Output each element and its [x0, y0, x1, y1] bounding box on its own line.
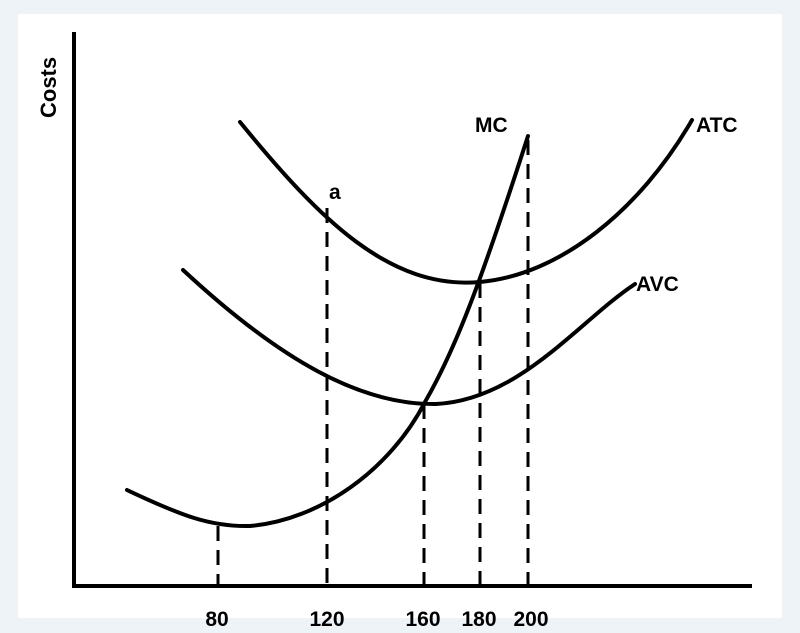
series-label-avc: AVC [636, 273, 679, 296]
series-label-mc: MC [475, 114, 508, 137]
series-line-mc [125, 134, 530, 529]
x-tick-label-200: 200 [513, 608, 548, 631]
x-tick-label-180: 180 [461, 608, 496, 631]
chart-panel [18, 14, 782, 618]
x-tick-label-160: 160 [405, 608, 440, 631]
x-tick-labels: 80 120 160 180 200 [205, 608, 548, 631]
annotation-a: a [329, 181, 341, 204]
series-line-atc [238, 118, 694, 285]
x-tick-label-80: 80 [205, 608, 228, 631]
y-axis-label: Costs [36, 57, 61, 118]
x-tick-label-120: 120 [309, 608, 344, 631]
guide-lines [216, 140, 530, 586]
series-label-atc: ATC [696, 114, 738, 137]
series-line-avc [181, 268, 637, 407]
